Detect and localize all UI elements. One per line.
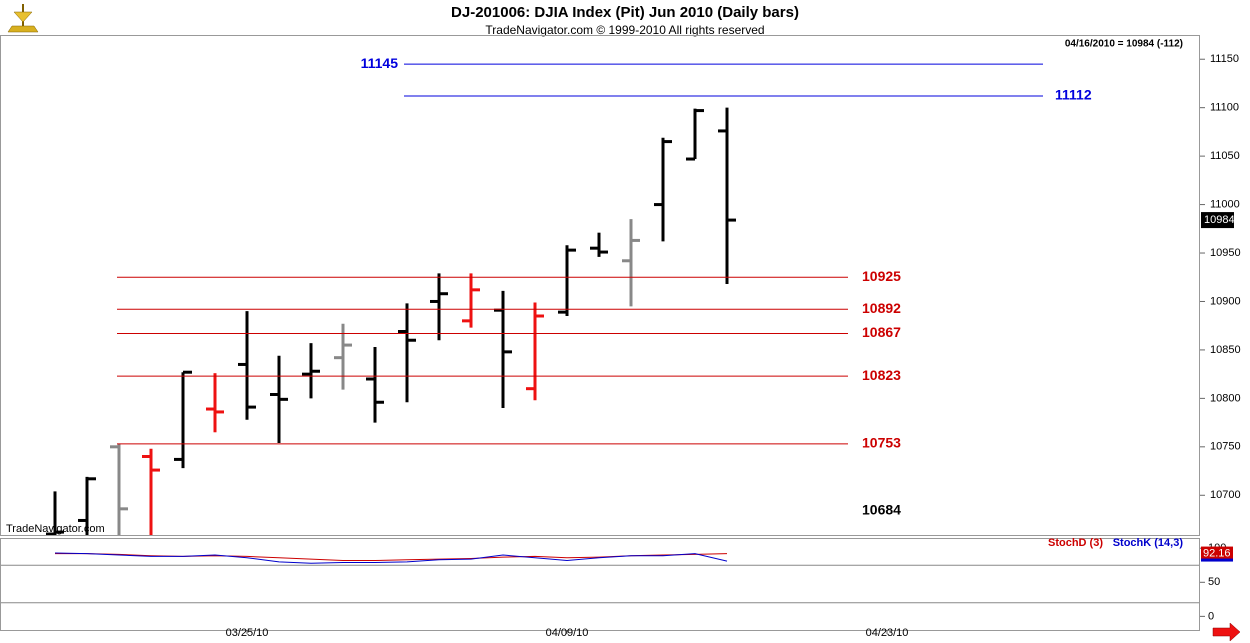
level-label: 10892 — [862, 300, 901, 316]
stoch-line — [54, 552, 728, 564]
x-tick-label: 04/09/10 — [546, 627, 589, 639]
last-value-box-edge — [1201, 558, 1233, 562]
chart-subtitle: TradeNavigator.com © 1999-2010 All right… — [485, 23, 764, 37]
y-tick-label: 10900 — [1210, 295, 1241, 307]
y-tick-label: 10800 — [1210, 392, 1241, 404]
scroll-arrow[interactable] — [1212, 622, 1241, 642]
y-tick-label: 11000 — [1210, 198, 1240, 210]
legend-label: StochK (14,3) — [1113, 537, 1184, 549]
price-panel — [0, 35, 1200, 536]
level-label: 11112 — [1055, 87, 1092, 103]
y-tick-label: 11150 — [1210, 53, 1239, 65]
price-plot — [46, 107, 736, 535]
y-tick-label: 0 — [1208, 610, 1214, 622]
y-tick-label: 50 — [1208, 576, 1220, 588]
last-price-box — [1201, 212, 1234, 229]
x-tick-label: 04/23/10 — [866, 627, 909, 639]
y-tick-label: 10700 — [1210, 489, 1241, 501]
last-price-label: 10984 — [1204, 214, 1235, 226]
legend-label: StochD (3) — [1048, 537, 1103, 549]
y-tick-label: 11100 — [1210, 102, 1239, 114]
level-label: 10925 — [862, 268, 901, 284]
status-text: 04/16/2010 = 10984 (-112) — [1065, 39, 1183, 50]
y-tick-label: 10950 — [1210, 247, 1241, 259]
level-label: 10823 — [862, 367, 901, 383]
stoch-panel — [0, 538, 1200, 631]
y-tick-label: 11050 — [1210, 150, 1240, 162]
level-label: 10684 — [862, 501, 901, 517]
chart-title: DJ-201006: DJIA Index (Pit) Jun 2010 (Da… — [451, 4, 799, 21]
last-value-label: 92.16 — [1203, 547, 1231, 559]
logo — [7, 4, 39, 33]
level-label: 10753 — [862, 435, 901, 451]
stoch-plot — [1, 552, 1199, 604]
level-label: 11145 — [361, 55, 399, 71]
y-tick-label: 10850 — [1210, 344, 1241, 356]
y-tick-label: 10750 — [1210, 441, 1241, 453]
level-label: 10867 — [862, 324, 901, 340]
x-tick-label: 03/25/10 — [226, 627, 269, 639]
last-value-box — [1201, 546, 1233, 561]
